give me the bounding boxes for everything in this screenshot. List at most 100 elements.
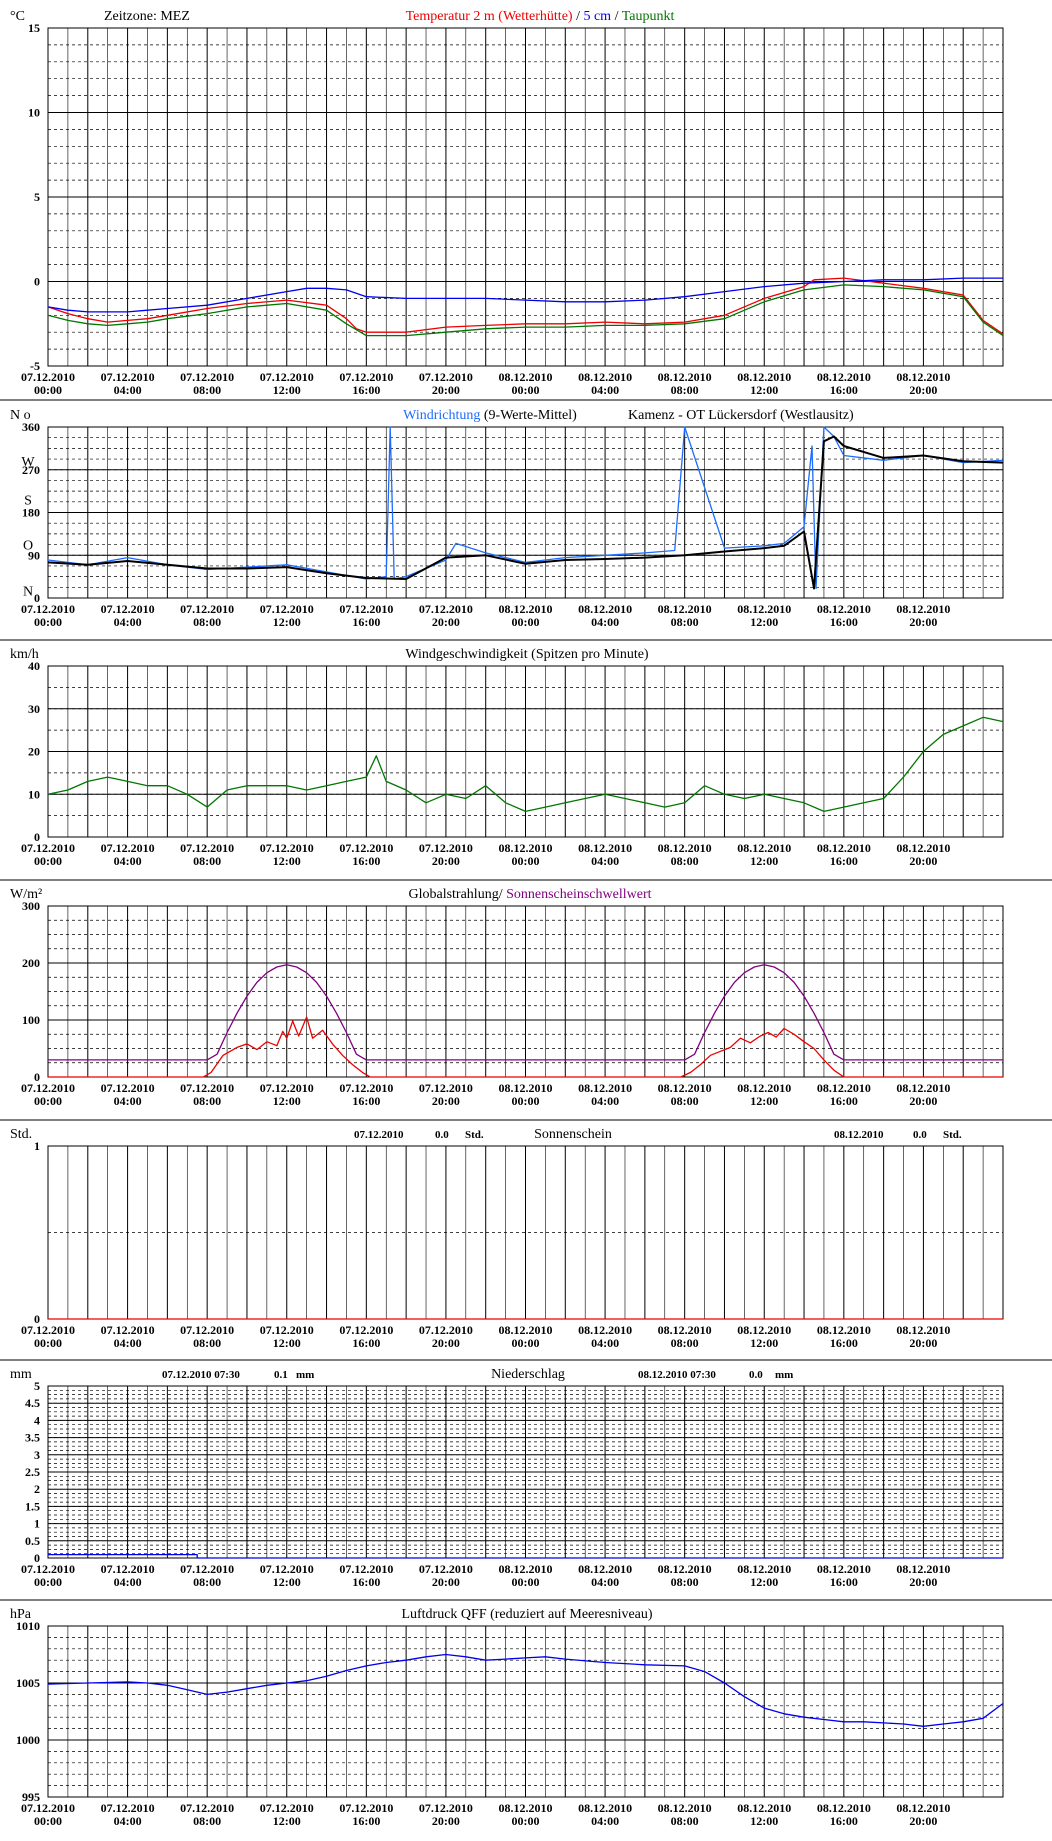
x-tick-time: 12:00 <box>273 1094 301 1108</box>
pressure-unit-label: hPa <box>10 1607 32 1622</box>
info-left-item: mm <box>296 1369 314 1381</box>
x-tick-date: 07.12.2010 <box>180 370 234 384</box>
x-tick-date: 08.12.2010 <box>896 1562 950 1576</box>
x-tick-date: 08.12.2010 <box>817 1562 871 1576</box>
x-tick-time: 00:00 <box>34 1094 62 1108</box>
x-tick-date: 08.12.2010 <box>499 602 553 616</box>
x-tick-time: 12:00 <box>273 854 301 868</box>
y-tick-label: 10 <box>28 106 40 120</box>
x-tick-time: 00:00 <box>34 383 62 397</box>
x-tick-time: 20:00 <box>909 1575 937 1589</box>
y-tick-label: 15 <box>28 21 40 35</box>
x-tick-date: 08.12.2010 <box>817 841 871 855</box>
info-right-item: mm <box>775 1369 793 1381</box>
y-tick-label: 360 <box>22 420 40 434</box>
y-tick-label: 200 <box>22 956 40 970</box>
x-tick-time: 04:00 <box>591 1814 619 1828</box>
y-tick-label: 0.5 <box>25 1534 40 1548</box>
x-tick-date: 08.12.2010 <box>499 1323 553 1337</box>
sunshine-panel: 1 0 Std. Sonnenschein 07.12.2010 0.0 Std. 08.12… <box>0 1127 1052 1361</box>
x-tick-time: 16:00 <box>830 854 858 868</box>
radiation-series-line <box>48 1016 1003 1078</box>
temperature-series-line <box>47 277 1004 335</box>
x-tick-time: 16:00 <box>830 1336 858 1350</box>
x-tick-time: 00:00 <box>512 615 540 629</box>
x-tick-time: 04:00 <box>114 1575 142 1589</box>
x-tick-time: 12:00 <box>273 1575 301 1589</box>
x-tick-date: 07.12.2010 <box>419 841 473 855</box>
wind-speed-title: Windgeschwindigkeit (Spitzen pro Minute) <box>405 647 649 662</box>
x-tick-date: 08.12.2010 <box>737 1081 791 1095</box>
x-tick-time: 12:00 <box>750 1575 778 1589</box>
x-tick-date: 07.12.2010 <box>21 1801 75 1815</box>
y-tick-label: -5 <box>30 359 40 373</box>
x-tick-date: 07.12.2010 <box>21 1081 75 1095</box>
x-tick-date: 07.12.2010 <box>260 370 314 384</box>
wind-direction-panel: 360 270 180 90 0 N o W S O N Windrichtung (9-Werte… <box>0 408 1052 641</box>
x-tick-time: 20:00 <box>432 1094 460 1108</box>
precipitation-unit-label: mm <box>10 1367 32 1382</box>
x-tick-time: 16:00 <box>830 1814 858 1828</box>
x-tick-time: 20:00 <box>432 1814 460 1828</box>
y-tick-label: 1 <box>34 1139 40 1153</box>
x-tick-date: 07.12.2010 <box>339 1801 393 1815</box>
wind-direction-series-line <box>47 435 1004 590</box>
precipitation-panel: 5 4.5 4 3.5 3 2.5 2 1.5 1 0.5 0 mm Niederschlag 07.12… <box>0 1367 1052 1601</box>
info-left-item: 07.12.2010 07:30 <box>162 1369 240 1381</box>
x-tick-time: 16:00 <box>352 615 380 629</box>
x-tick-date: 07.12.2010 <box>101 1562 155 1576</box>
x-tick-date: 07.12.2010 <box>180 1323 234 1337</box>
x-tick-date: 08.12.2010 <box>817 1081 871 1095</box>
x-tick-date: 08.12.2010 <box>658 841 712 855</box>
radiation-title: Globalstrahlung/ Sonnenscheinschwellwert <box>408 887 651 902</box>
x-tick-date: 07.12.2010 <box>419 602 473 616</box>
wind-direction-grid <box>47 426 1004 599</box>
compass-label: N <box>23 584 33 599</box>
x-tick-date: 07.12.2010 <box>260 602 314 616</box>
radiation-unit-label: W/m² <box>10 887 42 902</box>
x-tick-time: 20:00 <box>432 1575 460 1589</box>
y-tick-label: 40 <box>28 659 40 673</box>
x-tick-time: 20:00 <box>909 854 937 868</box>
x-tick-time: 04:00 <box>591 1094 619 1108</box>
x-tick-date: 07.12.2010 <box>101 602 155 616</box>
x-tick-date: 08.12.2010 <box>578 841 632 855</box>
compass-label: S <box>24 494 32 509</box>
y-tick-label: 995 <box>22 1790 40 1804</box>
y-tick-label: 270 <box>22 463 40 477</box>
x-tick-time: 08:00 <box>671 1575 699 1589</box>
x-tick-time: 00:00 <box>512 854 540 868</box>
x-tick-time: 16:00 <box>830 383 858 397</box>
x-tick-date: 08.12.2010 <box>896 370 950 384</box>
y-tick-label: 0 <box>34 591 40 605</box>
x-tick-time: 12:00 <box>273 1814 301 1828</box>
x-tick-date: 07.12.2010 <box>101 1323 155 1337</box>
radiation-panel: 300 200 100 0 W/m² Globalstrahlung/ Sonnensch… <box>0 887 1052 1121</box>
x-tick-date: 08.12.2010 <box>499 1081 553 1095</box>
y-tick-label: 0 <box>34 830 40 844</box>
x-tick-date: 08.12.2010 <box>896 841 950 855</box>
wind-speed-plot-frame <box>47 665 1004 838</box>
temperature-series-group <box>47 277 1004 337</box>
pressure-panel: 1010 1005 1000 995 hPa Luftdruck QFF (reduzie… <box>10 1607 1004 1828</box>
x-tick-date: 08.12.2010 <box>896 1801 950 1815</box>
x-tick-date: 07.12.2010 <box>260 1562 314 1576</box>
title-part: / <box>573 9 584 24</box>
wind-speed-series-line <box>47 716 1004 813</box>
x-tick-time: 20:00 <box>432 615 460 629</box>
pressure-title: Luftdruck QFF (reduziert auf Meeresnivea… <box>401 1607 652 1622</box>
x-tick-date: 07.12.2010 <box>419 1081 473 1095</box>
x-tick-time: 12:00 <box>750 1094 778 1108</box>
y-tick-label: 180 <box>22 506 40 520</box>
x-tick-date: 07.12.2010 <box>21 1562 75 1576</box>
x-tick-date: 08.12.2010 <box>578 1323 632 1337</box>
x-tick-time: 04:00 <box>114 383 142 397</box>
y-tick-label: 1010 <box>16 1619 40 1633</box>
temperature-plot-frame <box>47 27 1004 367</box>
x-tick-date: 08.12.2010 <box>499 841 553 855</box>
x-tick-date: 08.12.2010 <box>737 602 791 616</box>
x-tick-date: 08.12.2010 <box>817 1323 871 1337</box>
radiation-series-group <box>48 964 1003 1078</box>
y-tick-label: 0 <box>34 1070 40 1084</box>
